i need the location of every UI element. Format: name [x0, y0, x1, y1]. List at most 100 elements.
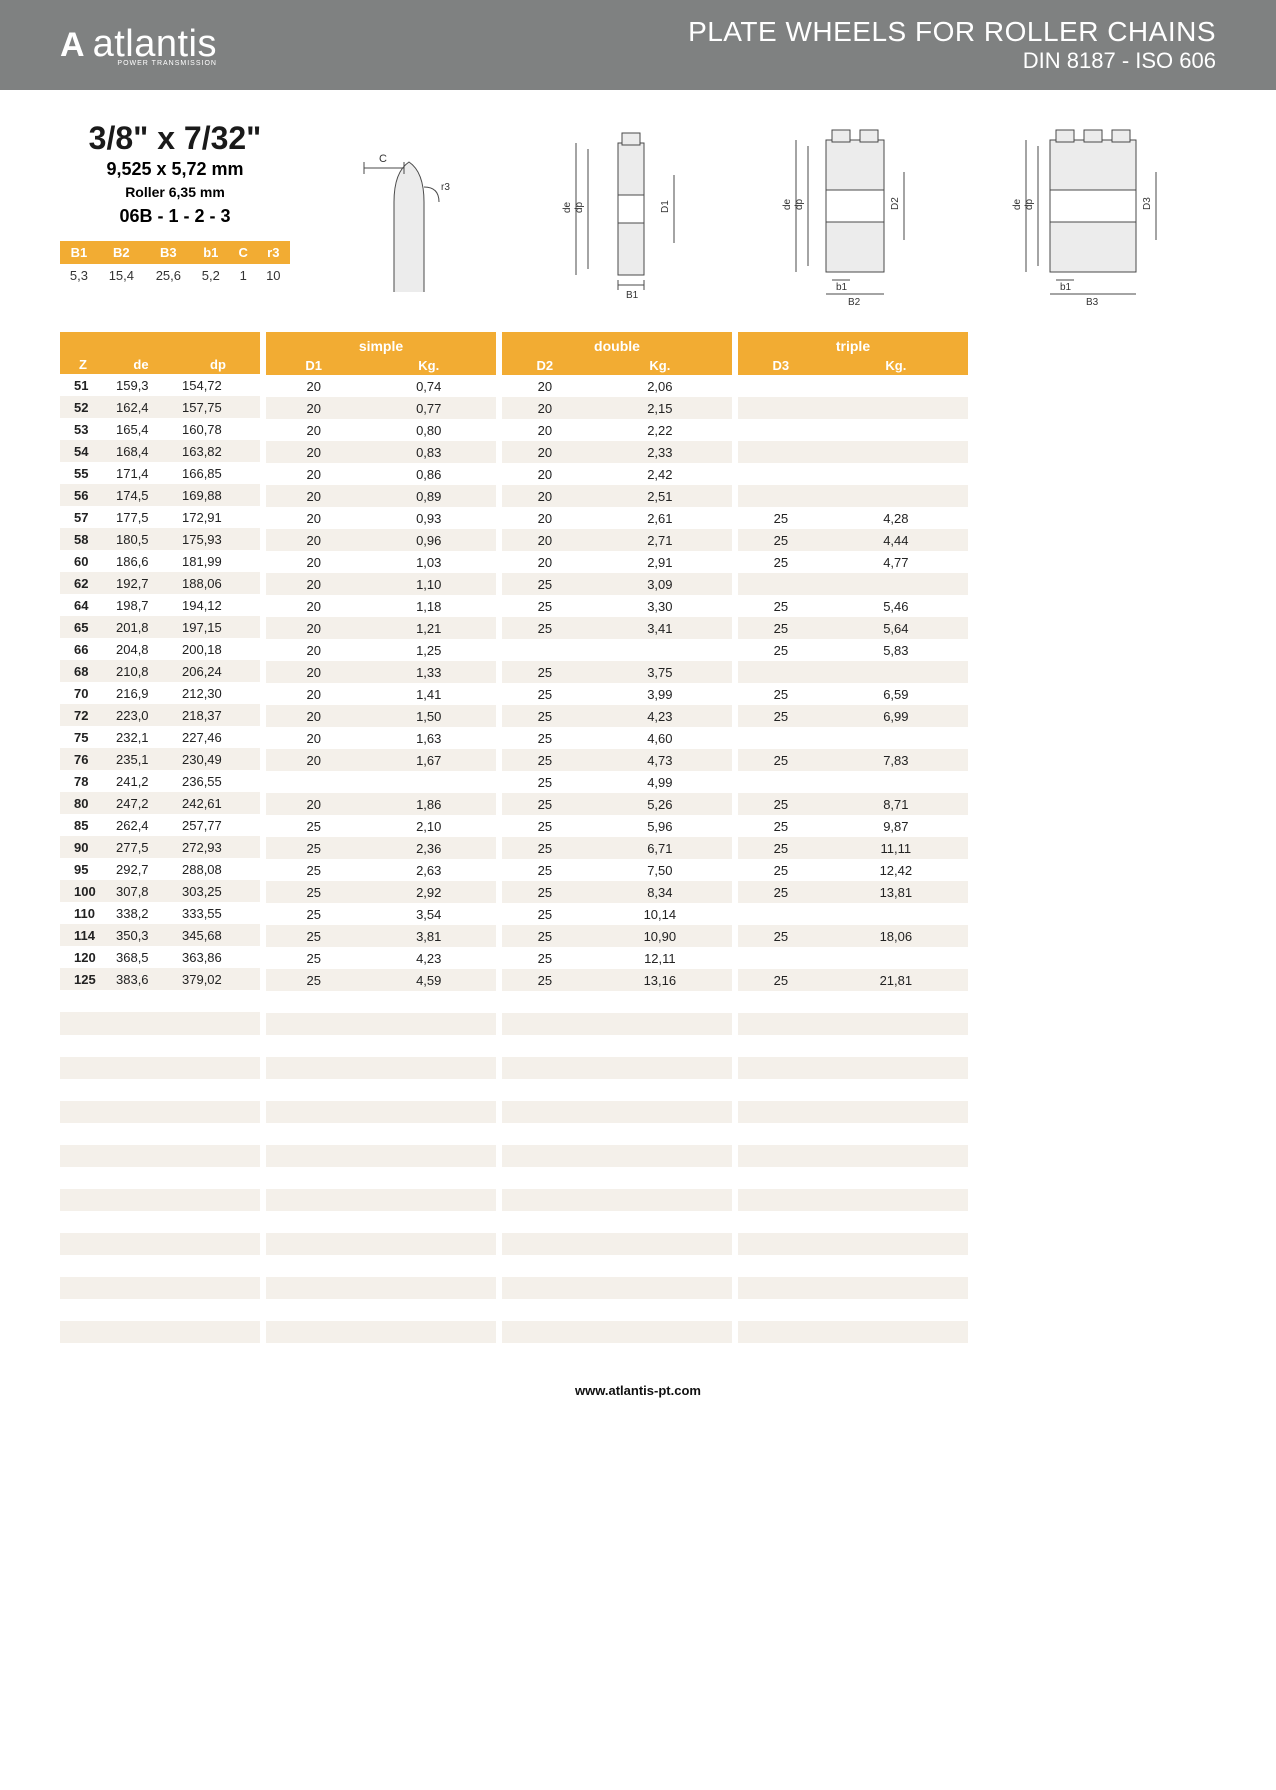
- table-row: 2521,81: [738, 969, 968, 991]
- cell: [266, 991, 361, 1013]
- cell: 3,99: [588, 683, 732, 705]
- cell: 218,37: [176, 704, 260, 726]
- table-row: [266, 1123, 496, 1145]
- table-row: 64198,7194,12: [60, 594, 260, 616]
- cell: 76: [60, 748, 106, 770]
- cell: 70: [60, 682, 106, 704]
- cell: 7,83: [824, 749, 968, 771]
- cell: 51: [60, 374, 106, 396]
- table-row: [266, 1299, 496, 1321]
- cell: 25: [738, 925, 824, 947]
- cell: 57: [60, 506, 106, 528]
- table-row: 254,73: [502, 749, 732, 771]
- table-row: [60, 1079, 260, 1101]
- table-row: [502, 1255, 732, 1277]
- cell: [502, 1233, 588, 1255]
- cell: [738, 463, 824, 485]
- cell: [738, 661, 824, 683]
- cell: 20: [266, 661, 361, 683]
- cell: 78: [60, 770, 106, 792]
- table-row: [738, 375, 968, 397]
- cell: 166,85: [176, 462, 260, 484]
- table-row: [502, 639, 732, 661]
- table-row: 202,22: [502, 419, 732, 441]
- cell: [266, 1167, 361, 1189]
- cell: [60, 1255, 106, 1277]
- cell: 25: [502, 815, 588, 837]
- cell: 52: [60, 396, 106, 418]
- cell: 292,7: [106, 858, 176, 880]
- table-row: 201,86: [266, 793, 496, 815]
- param-header: B2: [98, 241, 145, 264]
- cell: [502, 1013, 588, 1035]
- table-row: 202,33: [502, 441, 732, 463]
- cell: 80: [60, 792, 106, 814]
- cell: [502, 1123, 588, 1145]
- table-row: 258,34: [502, 881, 732, 903]
- cell: [176, 1167, 260, 1189]
- cell: 25: [266, 947, 361, 969]
- cell: 0,86: [361, 463, 496, 485]
- param-header: b1: [192, 241, 230, 264]
- cell: 20: [266, 419, 361, 441]
- table-row: 200,77: [266, 397, 496, 419]
- cell: [176, 1321, 260, 1343]
- param-table: B1B2B3b1Cr3 5,315,425,65,2110: [60, 241, 290, 287]
- cell: 25: [266, 969, 361, 991]
- cell: 198,7: [106, 594, 176, 616]
- table-row: [738, 573, 968, 595]
- cell: [266, 1211, 361, 1233]
- table-row: 53165,4160,78: [60, 418, 260, 440]
- table-row: 253,41: [502, 617, 732, 639]
- cell: [176, 1277, 260, 1299]
- cell: [361, 991, 496, 1013]
- cell: 180,5: [106, 528, 176, 550]
- table-row: [738, 1321, 968, 1343]
- table-row: [738, 903, 968, 925]
- cell: 6,99: [824, 705, 968, 727]
- table-row: [502, 1167, 732, 1189]
- svg-text:de: de: [562, 201, 573, 213]
- cell: 20: [266, 793, 361, 815]
- table-row: 258,71: [738, 793, 968, 815]
- table-row: 2512,11: [502, 947, 732, 969]
- table-row: 54168,4163,82: [60, 440, 260, 462]
- table-row: 254,28: [738, 507, 968, 529]
- cell: 368,5: [106, 946, 176, 968]
- table-row: 201,33: [266, 661, 496, 683]
- cell: 13,81: [824, 881, 968, 903]
- table-row: 2518,06: [738, 925, 968, 947]
- cell: [824, 1321, 968, 1343]
- cell: 2,33: [588, 441, 732, 463]
- cell: [361, 1299, 496, 1321]
- table-row: [502, 1101, 732, 1123]
- cell: [60, 990, 106, 1012]
- table-row: 201,25: [266, 639, 496, 661]
- table-row: [502, 1013, 732, 1035]
- cell: 12,11: [588, 947, 732, 969]
- cell: [266, 1189, 361, 1211]
- table-row: 2513,81: [738, 881, 968, 903]
- title-line1: PLATE WHEELS FOR ROLLER CHAINS: [688, 16, 1216, 48]
- cell: 25: [738, 837, 824, 859]
- table-row: [60, 1145, 260, 1167]
- cell: [588, 1013, 732, 1035]
- cell: [106, 1123, 176, 1145]
- cell: [266, 1123, 361, 1145]
- cell: 20: [266, 397, 361, 419]
- cell: 25: [266, 903, 361, 925]
- spec-size-inch: 3/8" x 7/32": [60, 120, 290, 157]
- cell: [824, 1277, 968, 1299]
- cell: [738, 1211, 824, 1233]
- table-row: [266, 991, 496, 1013]
- top-row: 3/8" x 7/32" 9,525 x 5,72 mm Roller 6,35…: [60, 120, 1216, 307]
- cell: [60, 1079, 106, 1101]
- cell: 21,81: [824, 969, 968, 991]
- cell: 2,92: [361, 881, 496, 903]
- table-row: [738, 771, 968, 793]
- table-row: 125383,6379,02: [60, 968, 260, 990]
- table-row: [266, 1189, 496, 1211]
- cell: 160,78: [176, 418, 260, 440]
- cell: 1,21: [361, 617, 496, 639]
- cell: 236,55: [176, 770, 260, 792]
